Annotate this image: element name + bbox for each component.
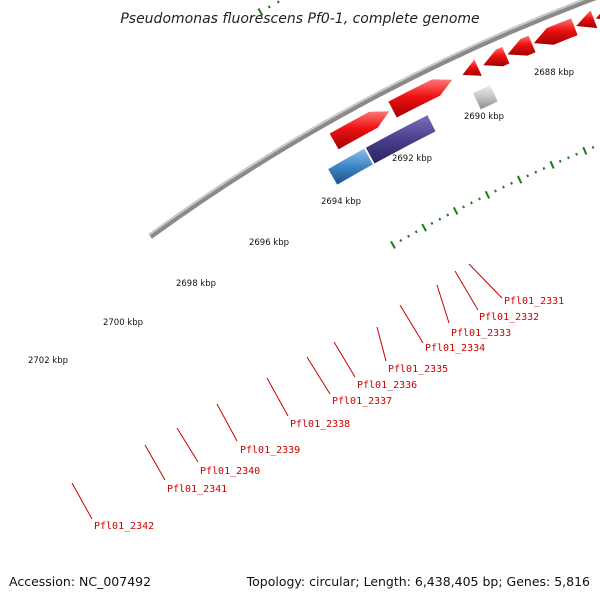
inner-scale-tick [502,185,505,189]
cds-feature [388,79,453,118]
cds-feature [507,35,536,56]
cds-feature [462,59,482,76]
topology-summary: Topology: circular; Length: 6,438,405 bp… [246,574,590,589]
inner-scale-tick [582,146,588,155]
gene-label: Pfl01_2335 [388,364,448,375]
scale-labels: 2688 kbp 2690 kbp 2692 kbp 2694 kbp 2696 kbp… [28,68,574,366]
gene-leader-line [399,304,424,344]
inner-scale-tick [399,238,403,243]
inner-scale-tick [575,152,578,156]
gene-label: Pfl01_2333 [451,328,511,339]
inner-scale-tick [591,145,595,149]
gene-leader-line [333,341,356,378]
inner-scale-tick [421,223,427,232]
inner-scale-tick [407,234,410,238]
kbp-label: 2694 kbp [321,197,361,207]
kbp-label: 2700 kbp [103,318,143,328]
gene-label: Pfl01_2341 [167,484,227,495]
inner-scale-tick [558,159,562,163]
inner-scale-tick [430,221,434,225]
inner-scale-tick [446,213,450,217]
inner-scale-tick [452,206,459,215]
gene-label: Pfl01_2337 [332,396,392,407]
gene-labels: Pfl01_2331 Pfl01_2332 Pfl01_2333 Pfl01_2334… [71,263,564,532]
gene-label: Pfl01_2334 [425,343,485,354]
scale-tick [257,8,264,16]
gene-leader-line [436,284,450,324]
scale-tick [267,5,271,9]
inner-scale-tick [470,201,473,205]
gene-leader-line [144,444,166,481]
inner-scale-tick [494,189,497,193]
cds-feature [329,111,390,150]
inner-scale-tick [566,156,570,160]
gene-label: Pfl01_2338 [290,419,350,430]
kbp-label: 2696 kbp [249,238,289,248]
cog-feature [328,148,373,185]
inner-scale-tick [390,240,396,249]
inner-scale-tick [478,197,481,201]
inner-scale-tick [542,166,546,170]
gene-label: Pfl01_2332 [479,312,539,323]
cds-feature [595,13,600,19]
accession-text: Accession: NC_007492 [9,574,151,589]
feature-tracks [148,0,600,239]
map-title: Pseudomonas fluorescens Pf0-1, complete … [120,11,479,27]
cds-feature [483,46,510,67]
kbp-label: 2702 kbp [28,356,68,366]
inner-scale-tick [549,160,555,169]
gene-leader-line [306,356,331,395]
kbp-label: 2690 kbp [464,112,504,122]
cds-feature [533,18,578,45]
gene-leader-line [468,263,503,299]
cds-feature [576,10,598,29]
gene-label: Pfl01_2342 [94,521,154,532]
gene-label: Pfl01_2331 [504,296,564,307]
gene-label: Pfl01_2339 [240,445,300,456]
gene-label: Pfl01_2336 [357,380,417,391]
gene-leader-line [266,377,289,417]
inner-scale-tick [526,174,530,178]
gene-leader-line [71,482,93,520]
kbp-label: 2698 kbp [176,279,216,289]
cog-feature [365,115,436,164]
scale-tick [276,0,280,4]
gene-leader-line [176,427,199,463]
kbp-label: 2688 kbp [534,68,574,78]
inner-scale-tick [414,230,418,234]
inner-scale-tick [462,205,465,209]
inner-scale-tick [438,217,442,221]
scale-ticks [257,0,600,249]
gene-leader-line [454,270,479,311]
gene-label: Pfl01_2340 [200,466,260,477]
kbp-label: 2692 kbp [392,154,432,164]
inner-scale-tick [534,170,538,174]
inner-scale-tick [510,181,513,185]
inner-scale-tick [484,190,491,199]
gene-leader-line [376,326,387,362]
cog-feature [473,85,498,110]
inner-scale-tick [516,175,523,184]
gene-leader-line [216,403,238,442]
